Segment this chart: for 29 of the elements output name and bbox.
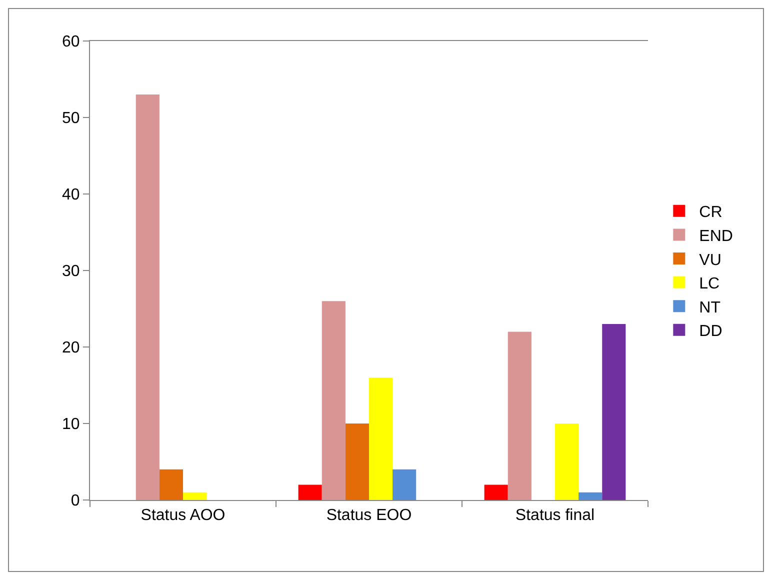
y-tick-label: 10 [62,416,80,434]
bar [578,492,602,500]
y-tick-label: 20 [62,340,80,357]
legend-label: LC [699,276,720,293]
x-tick-label: Status EOO [326,507,412,524]
y-tick-label: 50 [62,110,80,128]
legend-label: NT [699,299,721,316]
y-tick-label: 60 [62,34,80,51]
bar [298,484,322,500]
legend-label: VU [699,252,722,269]
bar [508,332,532,500]
legend-label: DD [699,323,722,340]
bar [183,492,207,500]
bar [602,324,626,500]
legend-label: CR [699,204,722,222]
y-tick-label: 40 [62,186,80,204]
x-tick-label: Status AOO [140,507,226,524]
y-tick-label: 30 [62,263,80,280]
bar [159,469,183,500]
bar [345,424,369,500]
legend-label: END [699,228,733,245]
bar [136,94,160,500]
bar [392,469,416,500]
bar [322,301,346,500]
x-tick-label: Status final [515,507,595,524]
bar [369,378,393,500]
bar [555,424,579,500]
bar [484,484,508,500]
y-tick-label: 0 [70,492,80,510]
